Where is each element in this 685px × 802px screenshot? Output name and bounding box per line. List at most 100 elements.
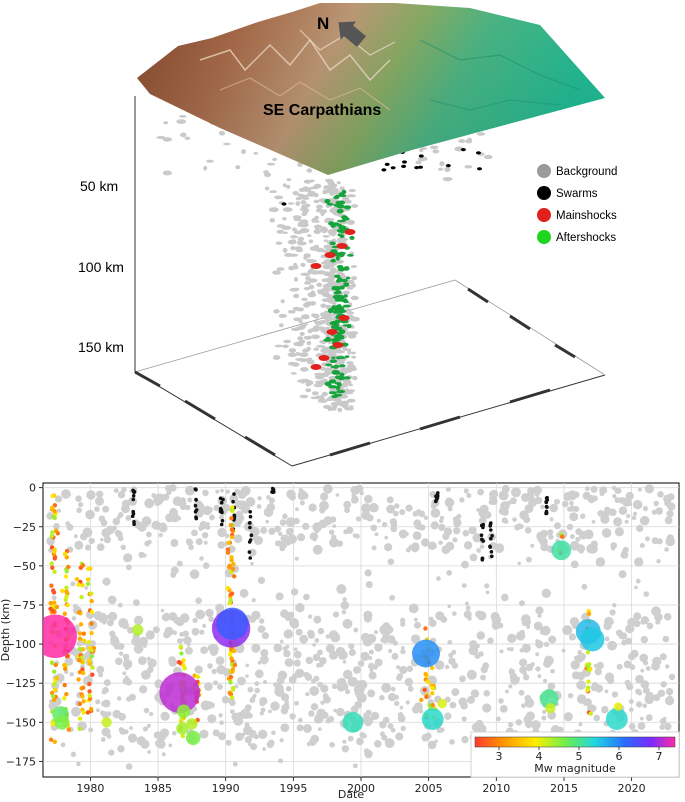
background-event-marker [406, 665, 413, 672]
swarm-event-marker [476, 151, 481, 155]
background-event-marker [504, 689, 509, 694]
background-event-marker [159, 728, 170, 738]
event-marker [588, 711, 593, 716]
background-event-marker [265, 519, 270, 524]
background-event-marker [279, 639, 284, 644]
background-event-marker [582, 698, 590, 706]
event-marker [85, 577, 91, 582]
background-event-marker [122, 659, 133, 669]
background-event-marker [497, 622, 504, 629]
aftershock-event-marker [329, 241, 336, 246]
event-marker [232, 574, 237, 579]
event-marker [560, 534, 565, 539]
background-event-marker [202, 623, 207, 628]
background-event-marker [604, 689, 609, 694]
legend-label: Aftershocks [556, 232, 616, 244]
background-event-marker [535, 666, 541, 672]
background-event-marker [657, 491, 664, 498]
swarm-event-marker [232, 492, 236, 496]
background-event-marker [467, 616, 472, 621]
background-event-marker [299, 331, 305, 336]
background-event-marker [303, 204, 309, 208]
event-marker [87, 696, 93, 701]
event-marker [53, 662, 58, 668]
swarm-event-marker [489, 528, 493, 532]
background-event-marker [368, 649, 374, 655]
background-event-marker [125, 763, 133, 770]
background-event-marker [316, 282, 323, 287]
background-event-marker [259, 697, 268, 706]
background-event-marker [540, 625, 551, 636]
background-event-marker [89, 640, 96, 647]
event-marker [87, 658, 92, 663]
background-event-marker [548, 534, 554, 540]
background-event-marker [411, 544, 420, 553]
background-event-marker [331, 534, 337, 540]
background-event-marker [365, 581, 373, 589]
background-event-marker [664, 516, 673, 525]
legend-label: Swarms [556, 188, 598, 200]
background-event-marker [329, 537, 339, 548]
background-event-marker [438, 167, 444, 171]
background-event-marker [291, 362, 300, 367]
aftershock-event-marker [335, 307, 344, 312]
event-marker [78, 622, 84, 627]
background-event-marker [657, 689, 666, 697]
background-event-marker [100, 537, 104, 542]
background-event-marker [633, 612, 642, 621]
background-event-marker [295, 628, 303, 636]
background-event-marker [102, 505, 110, 513]
aftershock-event-marker [333, 393, 343, 397]
background-event-marker [299, 339, 306, 344]
background-event-marker [78, 502, 84, 508]
background-event-marker [453, 522, 458, 527]
background-event-marker [264, 186, 270, 191]
background-event-marker [470, 689, 480, 698]
aftershock-event-marker [327, 308, 334, 314]
background-event-marker [279, 323, 284, 328]
background-event-marker [322, 235, 330, 238]
event-marker [81, 685, 86, 690]
background-event-marker [136, 736, 146, 746]
background-event-marker [408, 603, 419, 614]
background-event-marker [447, 639, 453, 645]
background-event-marker [67, 526, 72, 531]
background-event-marker [360, 651, 370, 661]
background-event-marker [313, 229, 322, 235]
background-event-marker [331, 683, 338, 690]
background-event-marker [539, 536, 545, 542]
background-event-marker [637, 487, 642, 492]
background-event-marker [478, 516, 487, 525]
aftershock-event-marker [333, 338, 341, 342]
background-event-marker [260, 649, 269, 657]
background-event-marker [160, 711, 170, 721]
background-event-marker [506, 647, 511, 651]
background-event-marker [370, 524, 378, 532]
aftershock-event-marker [345, 355, 350, 358]
event-marker [62, 662, 67, 668]
y-tick-label: −175 [6, 755, 36, 768]
event-marker [230, 566, 236, 572]
background-event-marker [519, 648, 524, 653]
background-event-marker [347, 676, 358, 687]
background-event-marker [521, 703, 526, 709]
background-event-marker [430, 521, 439, 530]
background-event-marker [405, 547, 411, 553]
background-event-marker [307, 629, 315, 638]
background-event-marker [341, 745, 350, 753]
aftershock-event-marker [331, 379, 336, 384]
background-event-marker [228, 545, 236, 553]
large-event-marker [132, 624, 144, 636]
event-marker [50, 493, 55, 499]
background-event-marker [329, 277, 335, 282]
background-event-marker [399, 509, 406, 516]
y-axis-ticks: 0 −25 −50 −75 −100 −125 −150 −175 [6, 482, 43, 768]
swarm-event-marker [402, 160, 407, 164]
background-event-marker [294, 277, 298, 282]
background-event-marker [350, 316, 360, 322]
background-event-marker [289, 288, 299, 292]
background-event-marker [530, 662, 535, 667]
background-event-marker [351, 283, 356, 288]
background-event-marker [100, 737, 106, 742]
aftershock-event-marker [327, 202, 334, 206]
